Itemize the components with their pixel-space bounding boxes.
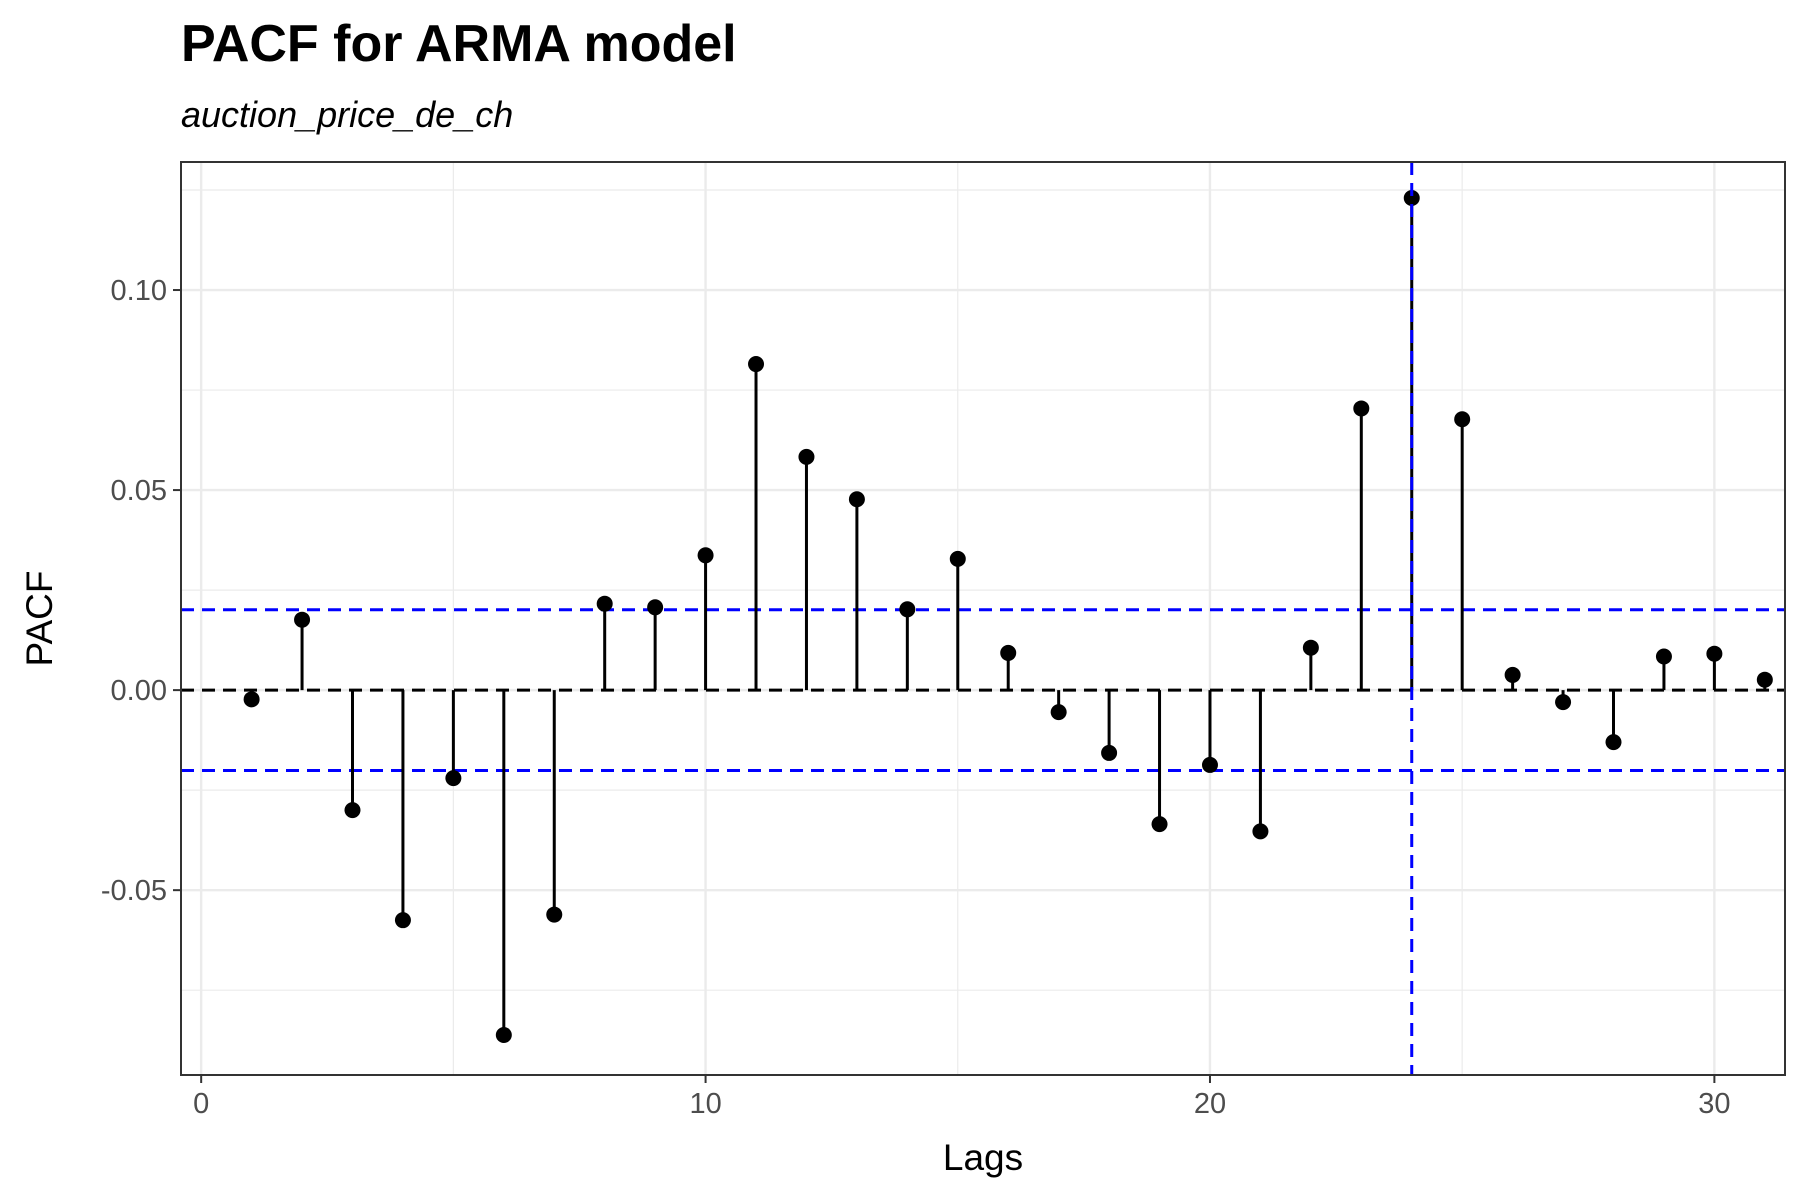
data-point [1252,823,1269,840]
data-point [848,491,865,508]
data-point [1302,639,1319,656]
reference-lines [181,608,1785,773]
stems [250,198,1767,1035]
data-point [748,356,765,373]
data-point [1151,816,1168,833]
panel-border [180,161,1786,1076]
chart-subtitle: auction_price_de_ch [181,94,514,135]
minor-gridlines [181,162,1785,1075]
data-point [546,906,563,923]
y-tick-label: 0.00 [111,675,167,707]
data-point [1605,734,1622,751]
y-tick-label: 0.05 [111,475,167,507]
y-tick-label: -0.05 [101,875,167,907]
x-axis-title: Lags [943,1137,1023,1178]
data-point [1403,190,1420,207]
data-point [1000,644,1017,661]
data-point [445,770,462,787]
data-point [647,599,664,616]
data-point [344,802,361,819]
x-tick-labels: 0 10 20 30 [193,1088,1730,1120]
data-point [1201,756,1218,773]
data-point [949,550,966,567]
points [243,190,1773,1043]
data-point [596,595,613,612]
data-point [798,448,815,465]
data-point [294,611,311,628]
data-point [1756,671,1773,688]
data-point [1706,645,1723,662]
y-axis-title: PACF [19,571,60,667]
data-point [1353,400,1370,417]
data-point [697,547,714,564]
data-point [899,601,916,618]
data-point [1050,704,1067,721]
x-tick-label: 20 [1194,1088,1226,1120]
axis-ticks [173,289,1716,1083]
x-tick-label: 10 [689,1088,721,1120]
x-tick-label: 30 [1698,1088,1730,1120]
data-point [495,1026,512,1043]
data-point [1101,744,1118,761]
y-tick-labels: -0.05 0.00 0.05 0.10 [101,275,167,907]
x-tick-label: 0 [193,1088,209,1120]
data-point [1555,694,1572,711]
data-point [1655,648,1672,665]
data-point [394,912,411,929]
y-tick-label: 0.10 [111,275,167,307]
major-gridlines [181,162,1785,1075]
chart-title: PACF for ARMA model [181,15,737,73]
data-point [1454,411,1471,428]
data-point [243,691,260,708]
data-point [1504,666,1521,683]
